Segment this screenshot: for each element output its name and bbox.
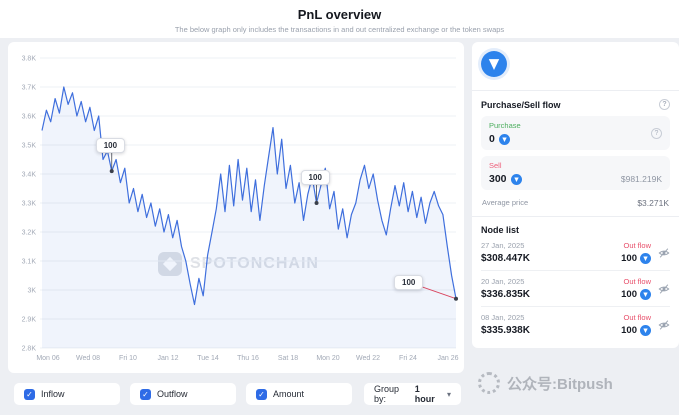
x-tick-label: Jan 12: [157, 355, 178, 362]
y-tick-label: 3K: [27, 288, 36, 295]
checkbox-checked-icon: ✓: [24, 388, 35, 400]
node-date: 08 Jan, 2025: [481, 313, 525, 322]
checkbox-checked-icon: ✓: [256, 388, 267, 400]
node-usd-value: $308.447K: [481, 253, 530, 264]
outflow-checkbox[interactable]: ✓ Outflow: [130, 383, 236, 405]
node-direction: Out flow: [623, 241, 651, 250]
x-tick-label: Sat 18: [278, 355, 298, 362]
y-tick-label: 2.9K: [22, 317, 37, 324]
divider: [472, 216, 679, 217]
sell-row: Sell 300 $981.219K: [481, 156, 670, 190]
x-tick-label: Mon 20: [316, 355, 339, 362]
y-tick-label: 3.4K: [22, 172, 37, 179]
y-tick-label: 3.3K: [22, 201, 37, 208]
node-direction: Out flow: [623, 313, 651, 322]
node-amount: 100: [621, 289, 637, 300]
inflow-label: Inflow: [41, 389, 65, 399]
purchase-row: Purchase 0 ?: [481, 116, 670, 150]
node-list-header: Node list: [481, 225, 520, 235]
sell-label: Sell: [489, 161, 502, 170]
pnl-line-chart[interactable]: 3.8K 3.7K 3.6K 3.5K 3.4K 3.3K 3.2K 3.1K 3K 2.9K 2.…: [8, 42, 464, 373]
toncoin-icon: [640, 325, 651, 336]
node-amount: 100: [621, 253, 637, 264]
help-icon[interactable]: ?: [659, 99, 670, 110]
bitpush-watermark: 公众号:Bitpush: [478, 372, 613, 394]
eye-off-icon[interactable]: [658, 247, 670, 259]
pnl-chart-card: SPOTONCHAIN 3.8K 3.7K 3.6K 3.5K 3.4K 3.3K 3.2K…: [8, 42, 464, 373]
x-tick-label: Wed 08: [76, 355, 100, 362]
eye-off-icon[interactable]: [658, 319, 670, 331]
y-tick-label: 3.7K: [22, 85, 37, 92]
bitpush-watermark-text: 公众号:Bitpush: [507, 375, 613, 393]
group-by-value: 1 hour: [414, 384, 435, 404]
node-usd-value: $335.938K: [481, 325, 530, 336]
x-tick-label: Jan 26: [437, 355, 458, 362]
sell-value: 300: [489, 173, 507, 185]
inflow-checkbox[interactable]: ✓ Inflow: [14, 383, 120, 405]
annotation-dot: [314, 201, 319, 205]
y-tick-label: 2.8K: [22, 346, 37, 353]
area-fill: [42, 87, 456, 348]
divider: [472, 90, 679, 91]
token-avatar: [481, 51, 507, 77]
bitpush-logo-icon: [478, 372, 500, 394]
node-date: 27 Jan, 2025: [481, 241, 525, 250]
node-list-item[interactable]: 20 Jan, 2025 $336.835K Out flow 100: [481, 271, 670, 307]
toncoin-icon: [498, 133, 510, 145]
outflow-label: Outflow: [157, 389, 188, 399]
y-tick-label: 3.5K: [22, 143, 37, 150]
page-title: PnL overview: [297, 7, 382, 22]
x-tick-label: Fri 10: [119, 355, 137, 362]
y-tick-label: 3.6K: [22, 114, 37, 121]
node-date: 20 Jan, 2025: [481, 277, 525, 286]
spotonchain-watermark-text: SPOTONCHAIN: [190, 255, 319, 273]
node-direction: Out flow: [623, 277, 651, 286]
x-tick-label: Tue 14: [197, 355, 219, 362]
y-tick-label: 3.2K: [22, 230, 37, 237]
amount-label: Amount: [273, 389, 305, 399]
line-series: [41, 86, 457, 306]
average-price-label: Average price: [482, 198, 529, 207]
checkbox-checked-icon: ✓: [140, 388, 151, 400]
average-price-row: Average price $3.271K: [481, 198, 670, 208]
node-amount: 100: [621, 325, 637, 336]
node-list-item[interactable]: 08 Jan, 2025 $335.938K Out flow 100: [481, 307, 670, 342]
page-subtitle: The below graph only includes the transa…: [174, 25, 505, 34]
x-tick-label: Thu 16: [237, 355, 259, 362]
group-by-label: Group by:: [374, 384, 400, 404]
x-tick-label: Wed 22: [356, 355, 380, 362]
node-usd-value: $336.835K: [481, 289, 530, 300]
purchase-value: 0: [489, 133, 495, 145]
purchase-sell-panel: Purchase/Sell flow ? Purchase 0 ? Sell 3…: [472, 42, 679, 348]
group-by-select[interactable]: Group by: 1 hour ▾: [364, 383, 461, 405]
x-tick-label: Mon 06: [36, 355, 59, 362]
spotonchain-logo-icon: [158, 252, 182, 276]
toncoin-icon: [640, 253, 651, 264]
toncoin-icon: [481, 51, 507, 77]
x-tick-label: Fri 24: [399, 355, 417, 362]
page-header: PnL overview The below graph only includ…: [0, 0, 679, 38]
spotonchain-watermark: SPOTONCHAIN: [158, 252, 319, 276]
annotation-dot: [109, 169, 114, 174]
average-price-value: $3.271K: [637, 198, 669, 208]
y-tick-label: 3.8K: [22, 56, 37, 63]
flow-header-label: Purchase/Sell flow: [481, 99, 561, 110]
toncoin-icon: [510, 173, 522, 185]
help-icon[interactable]: ?: [651, 127, 662, 139]
amount-checkbox[interactable]: ✓ Amount: [246, 383, 352, 405]
eye-off-icon[interactable]: [658, 283, 670, 295]
sell-usd-value: $981.219K: [620, 174, 662, 184]
annotation-dot: [454, 296, 458, 301]
purchase-label: Purchase: [489, 121, 521, 130]
toncoin-icon: [640, 289, 651, 300]
y-tick-label: 3.1K: [22, 259, 37, 266]
node-list-item[interactable]: 27 Jan, 2025 $308.447K Out flow 100: [481, 235, 670, 271]
chevron-down-icon: ▾: [446, 389, 451, 399]
